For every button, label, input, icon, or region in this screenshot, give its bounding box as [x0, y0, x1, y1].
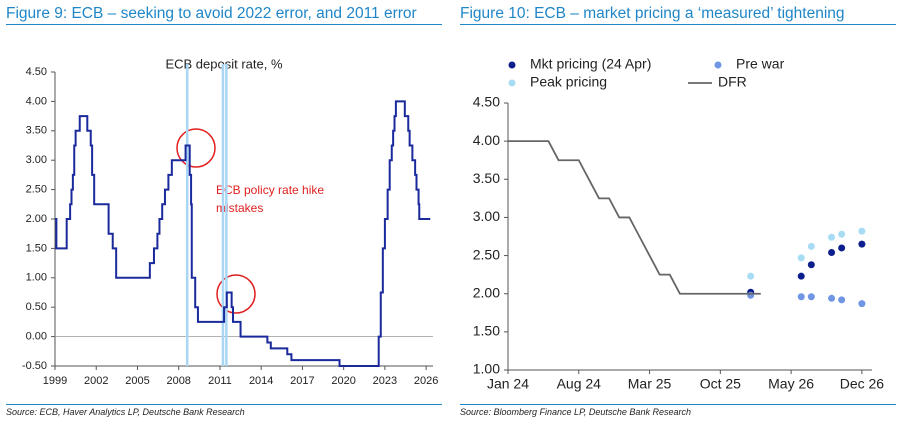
subtitle: ECB deposit rate, % [165, 56, 282, 71]
dot [858, 227, 866, 235]
source: Source: Bloomberg Finance LP, Deutsche B… [460, 404, 896, 417]
highlight-band [225, 64, 228, 366]
y-tick-label: 2.00 [473, 284, 500, 300]
y-tick-label: 2.00 [26, 213, 47, 225]
x-tick-label: Aug 24 [557, 376, 602, 392]
y-tick-label: 1.00 [26, 272, 47, 284]
highlight-band [221, 64, 225, 366]
y-tick-label: 1.50 [473, 323, 500, 339]
line [55, 100, 431, 367]
x-tick-label: 2002 [84, 375, 108, 387]
dot [797, 293, 805, 301]
y-tick-label: 4.00 [473, 132, 500, 148]
x-tick-label: 2014 [249, 375, 273, 387]
legend-label: DFR [718, 74, 747, 90]
y-tick-label: 0.00 [26, 331, 47, 343]
legend-swatch [508, 79, 516, 87]
dot [858, 300, 866, 308]
dot [747, 291, 755, 299]
dot [807, 261, 815, 269]
y-tick-label: 3.00 [473, 208, 500, 224]
source: Source: ECB, Haver Analytics LP, Deutsch… [6, 404, 442, 417]
x-tick-label: 2017 [290, 375, 314, 387]
y-tick-label: -0.50 [22, 360, 47, 372]
y-tick-label: 1.50 [26, 242, 47, 254]
legend-label: Mkt pricing (24 Apr) [530, 56, 651, 72]
dot [838, 296, 846, 304]
dot [807, 242, 815, 250]
dot [838, 244, 846, 252]
legend-swatch [714, 61, 722, 69]
x-tick-label: 1999 [43, 375, 67, 387]
x-tick-label: 2011 [208, 375, 232, 387]
y-tick-label: 0.50 [26, 301, 47, 313]
dot [838, 230, 846, 238]
highlight-band [185, 64, 189, 366]
dot [797, 272, 805, 280]
y-tick-label: 4.50 [473, 94, 500, 110]
x-tick-label: Mar 25 [628, 376, 672, 392]
x-tick-label: 2020 [331, 375, 355, 387]
dot [807, 293, 815, 301]
x-tick-label: 2026 [414, 375, 438, 387]
dot [828, 249, 836, 257]
y-tick-label: 3.50 [473, 170, 500, 186]
y-tick-label: 1.00 [473, 361, 500, 377]
x-tick-label: 2005 [125, 375, 149, 387]
legend-label: Peak pricing [530, 74, 607, 90]
dot [858, 240, 866, 248]
x-tick-label: Dec 26 [840, 376, 885, 392]
annotation: mistakes [216, 201, 263, 215]
y-tick-label: 3.00 [26, 154, 47, 166]
chart-title: Figure 9: ECB – seeking to avoid 2022 er… [6, 4, 442, 25]
x-tick-label: Jan 24 [487, 376, 529, 392]
chart-title: Figure 10: ECB – market pricing a ‘measu… [460, 4, 896, 25]
dot [797, 254, 805, 262]
line [508, 140, 761, 295]
y-tick-label: 4.50 [26, 66, 47, 78]
y-tick-label: 3.50 [26, 125, 47, 137]
highlight-circle [216, 274, 256, 314]
y-tick-label: 4.00 [26, 95, 47, 107]
y-tick-label: 2.50 [26, 184, 47, 196]
annotation: ECB policy rate hike [216, 183, 324, 197]
dot [828, 233, 836, 241]
dot [828, 294, 836, 302]
legend-label: Pre war [736, 56, 785, 72]
dot [747, 272, 755, 280]
x-tick-label: Oct 25 [700, 376, 741, 392]
y-tick-label: 2.50 [473, 246, 500, 262]
x-tick-label: 2023 [373, 375, 397, 387]
x-tick-label: May 26 [768, 376, 814, 392]
legend-swatch [508, 61, 516, 69]
highlight-circle [176, 128, 216, 168]
x-tick-label: 2008 [166, 375, 190, 387]
